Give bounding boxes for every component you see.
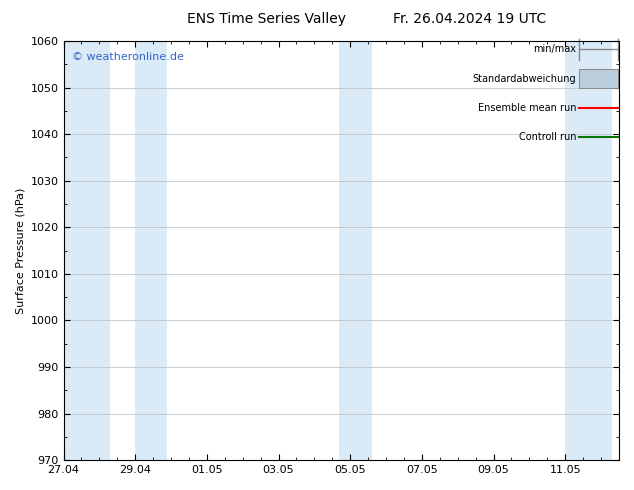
Y-axis label: Surface Pressure (hPa): Surface Pressure (hPa) (15, 187, 25, 314)
Bar (579, 70, 618, 88)
Text: © weatheronline.de: © weatheronline.de (72, 51, 184, 62)
Text: Controll run: Controll run (519, 132, 576, 143)
Text: min/max: min/max (533, 45, 576, 54)
Bar (339, 41, 372, 460)
Text: Standardabweichung: Standardabweichung (472, 74, 576, 84)
Bar (135, 41, 167, 460)
Text: ENS Time Series Valley: ENS Time Series Valley (187, 12, 346, 26)
Text: Ensemble mean run: Ensemble mean run (478, 103, 576, 113)
Text: Fr. 26.04.2024 19 UTC: Fr. 26.04.2024 19 UTC (392, 12, 546, 26)
Bar (63, 41, 110, 460)
Bar (566, 41, 612, 460)
